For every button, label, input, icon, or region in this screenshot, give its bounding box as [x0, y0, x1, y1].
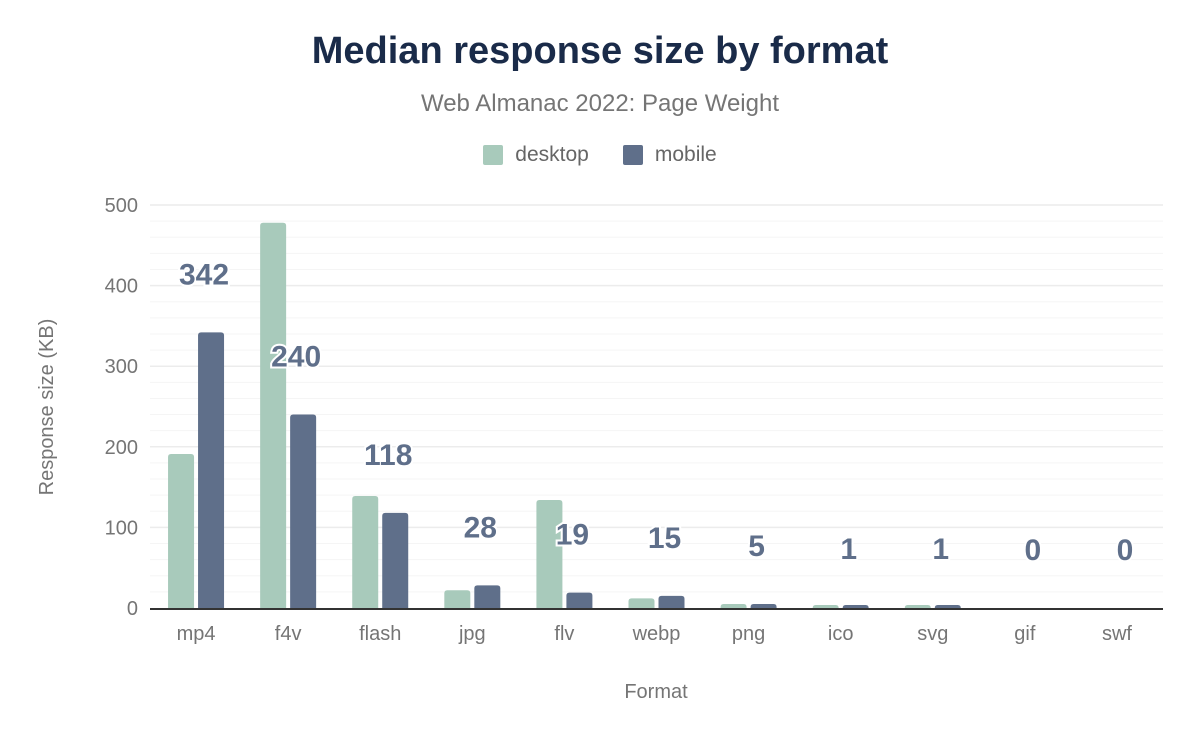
bar-desktop-webp	[628, 598, 655, 608]
bar-desktop-ico	[812, 605, 839, 608]
bar-desktop-jpg	[444, 590, 471, 608]
bar-mobile-jpg	[474, 585, 501, 608]
data-label-mobile-gif: 0	[1025, 534, 1042, 567]
bar-desktop-png	[720, 603, 747, 608]
data-label-mobile-mp4: 342	[179, 258, 229, 291]
x-tick-label: gif	[1014, 623, 1036, 645]
y-tick-label: 400	[105, 276, 138, 298]
chart-title: Median response size by format	[311, 30, 889, 72]
data-label-mobile-png: 5	[748, 530, 765, 563]
x-tick-label: swf	[1102, 623, 1132, 645]
x-tick-label: svg	[917, 623, 948, 645]
bar-mobile-f4v	[290, 414, 317, 608]
data-label-mobile-flash: 118	[364, 439, 412, 472]
legend-swatch-mobile	[622, 145, 643, 165]
data-label-mobile-svg: 1	[932, 533, 949, 566]
x-tick-label: jpg	[458, 623, 486, 645]
x-tick-label: webp	[632, 623, 681, 645]
y-tick-label: 500	[105, 195, 138, 217]
x-axis-label: Format	[624, 681, 688, 703]
bar-desktop-mp4	[168, 454, 195, 608]
bar-desktop-svg	[904, 605, 931, 608]
data-label-mobile-ico: 1	[840, 533, 857, 566]
bar-mobile-flv	[566, 592, 593, 608]
data-label-mobile-jpg: 28	[464, 511, 497, 544]
x-tick-label: mp4	[177, 623, 216, 645]
legend-label-mobile: mobile	[654, 143, 717, 166]
y-axis-label: Response size (KB)	[36, 319, 58, 496]
y-tick-label: 300	[105, 356, 138, 378]
bar-mobile-png	[750, 603, 777, 608]
x-tick-label: f4v	[275, 623, 302, 645]
data-label-mobile-flv: 19	[556, 519, 589, 552]
bar-mobile-mp4	[198, 332, 225, 608]
data-label-mobile-f4v: 240	[271, 341, 321, 374]
x-tick-label: ico	[828, 623, 854, 645]
data-label-mobile-swf: 0	[1117, 534, 1134, 567]
bar-desktop-f4v	[260, 222, 287, 608]
legend: desktop mobile	[0, 143, 1200, 167]
x-tick-label: flv	[554, 623, 574, 645]
legend-item-mobile[interactable]: mobile	[622, 143, 717, 167]
legend-label-desktop: desktop	[515, 143, 589, 166]
data-label-mobile-webp: 15	[648, 522, 681, 555]
y-tick-label: 0	[127, 598, 138, 620]
bar-desktop-flash	[352, 495, 379, 608]
bar-desktop-flv	[536, 499, 563, 608]
bar-mobile-svg	[934, 605, 961, 608]
y-tick-label: 200	[105, 437, 138, 459]
x-tick-label: png	[732, 623, 765, 645]
bar-mobile-ico	[842, 605, 869, 608]
legend-item-desktop[interactable]: desktop	[483, 143, 589, 167]
bar-mobile-flash	[382, 512, 409, 608]
y-tick-label: 100	[105, 517, 138, 539]
chart-subtitle: Web Almanac 2022: Page Weight	[420, 90, 779, 117]
x-tick-label: flash	[359, 623, 401, 645]
bar-mobile-webp	[658, 595, 685, 608]
legend-swatch-desktop	[483, 145, 504, 165]
